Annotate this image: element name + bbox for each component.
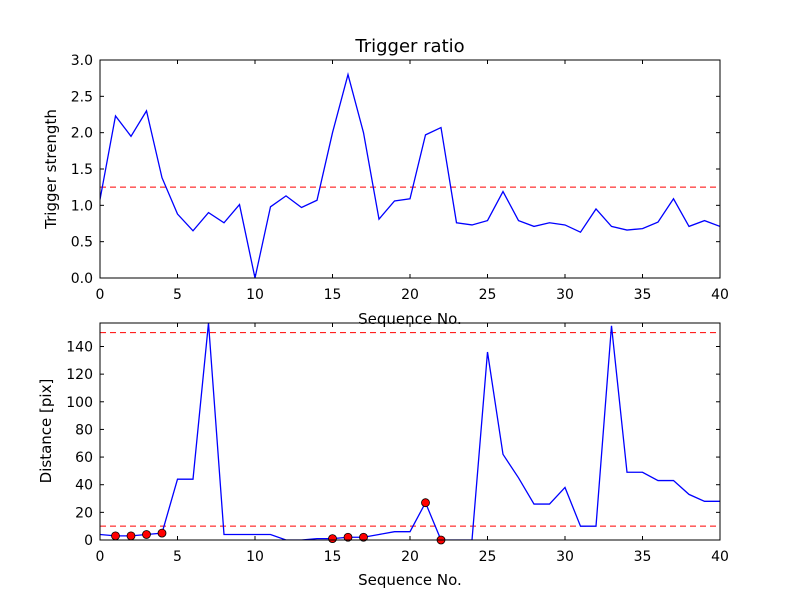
y-tick-label: 1.0 bbox=[71, 198, 93, 214]
event-marker bbox=[421, 498, 430, 508]
y-tick-label: 0.0 bbox=[71, 271, 93, 287]
x-tick-label: 20 bbox=[401, 549, 419, 565]
y-axis-label: Distance [pix] bbox=[37, 379, 55, 484]
x-tick-label: 0 bbox=[96, 287, 105, 303]
y-tick-label: 1.5 bbox=[71, 162, 93, 178]
y-tick-label: 80 bbox=[75, 422, 93, 438]
x-tick-label: 0 bbox=[96, 549, 105, 565]
x-tick-label: 40 bbox=[711, 287, 729, 303]
x-tick-label: 40 bbox=[711, 549, 729, 565]
series-line bbox=[100, 72, 720, 278]
plot-frame bbox=[99, 322, 721, 541]
event-marker bbox=[126, 531, 136, 541]
event-marker bbox=[111, 531, 120, 541]
x-tick-label: 10 bbox=[246, 549, 264, 565]
y-tick-label: 100 bbox=[66, 395, 93, 411]
y-tick-label: 2.5 bbox=[71, 89, 93, 105]
y-tick-label: 0 bbox=[84, 533, 93, 549]
x-tick-label: 15 bbox=[324, 287, 342, 303]
plot-frame bbox=[99, 59, 721, 279]
distance-plot: Distance [pix] Sequence No. 0 5 10 15 20 25 30… bbox=[37, 322, 729, 589]
y-tick-label: 40 bbox=[75, 478, 93, 494]
series-lines bbox=[100, 323, 720, 540]
x-tick-label: 20 bbox=[401, 287, 419, 303]
event-marker bbox=[328, 534, 337, 544]
y-tick-label: 60 bbox=[75, 450, 93, 466]
event-marker bbox=[359, 532, 368, 542]
x-tick-label: 15 bbox=[324, 549, 342, 565]
axis-ticks: 0 5 10 15 20 25 30 35 40 0 20 40 60 80 100 120 140 bbox=[66, 323, 729, 565]
y-tick-label: 140 bbox=[66, 339, 93, 355]
x-tick-label: 5 bbox=[173, 287, 182, 303]
event-marker bbox=[157, 528, 167, 538]
y-tick-label: 2.0 bbox=[71, 126, 93, 142]
x-tick-label: 30 bbox=[556, 287, 574, 303]
x-tick-label: 35 bbox=[634, 549, 652, 565]
event-marker bbox=[142, 530, 151, 539]
threshold-lines bbox=[100, 332, 720, 527]
y-tick-label: 20 bbox=[75, 505, 93, 521]
event-marker bbox=[343, 532, 353, 542]
x-tick-label: 25 bbox=[479, 549, 497, 565]
y-tick-label: 120 bbox=[66, 367, 93, 383]
x-tick-label: 5 bbox=[173, 549, 182, 565]
axis-ticks: 0 5 10 15 20 25 30 35 40 0.0 0.5 1.0 1.5 2.0 2.5 3.0 bbox=[71, 53, 729, 303]
x-tick-label: 30 bbox=[556, 549, 574, 565]
x-tick-label: 10 bbox=[246, 287, 264, 303]
y-axis-label: Trigger strength bbox=[42, 109, 60, 230]
series-line bbox=[100, 323, 720, 540]
series-lines bbox=[100, 72, 720, 278]
event-markers bbox=[111, 498, 446, 545]
x-tick-label: 35 bbox=[634, 287, 652, 303]
x-axis-label: Sequence No. bbox=[358, 571, 462, 589]
y-tick-label: 0.5 bbox=[71, 235, 93, 251]
chart-title: Trigger ratio bbox=[354, 36, 464, 57]
y-tick-label: 3.0 bbox=[71, 53, 93, 69]
x-tick-label: 25 bbox=[479, 287, 497, 303]
